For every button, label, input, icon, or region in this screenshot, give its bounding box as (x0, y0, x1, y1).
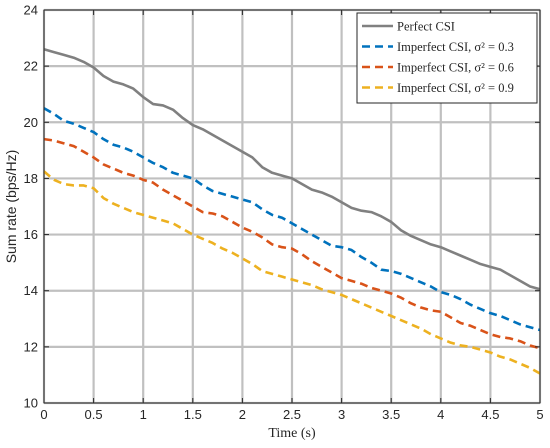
series-lines (43, 48, 541, 375)
series-line-4 (43, 170, 541, 375)
legend-label-1: Perfect CSI (397, 20, 455, 34)
legend-box (356, 12, 538, 104)
x-tick-label: 5 (536, 407, 543, 422)
y-tick-label: 14 (24, 283, 38, 298)
legend-label-3: Imperfect CSI, σ² = 0.6 (397, 61, 514, 75)
y-tick-label: 12 (24, 339, 38, 354)
series-line-2 (43, 107, 541, 332)
x-tick-label: 1.5 (184, 407, 202, 422)
axis-ticks: 0 0.5 1 1.5 2 2.5 3 3.5 4 4.5 5 10 12 14 16 18 20 22 24 (24, 3, 544, 423)
series-line-3 (43, 137, 541, 350)
legend-label-2: Imperfect CSI, σ² = 0.3 (397, 40, 514, 54)
y-tick-label: 16 (24, 227, 38, 242)
x-axis-label: Time (s) (268, 426, 316, 441)
y-tick-label: 24 (24, 3, 38, 18)
x-tick-label: 2 (239, 407, 246, 422)
x-tick-label: 4 (437, 407, 444, 422)
x-tick-label: 4.5 (481, 407, 499, 422)
y-axis-label: Sum rate (bps/Hz) (3, 150, 19, 264)
x-tick-label: 3.5 (382, 407, 400, 422)
y-tick-label: 10 (24, 396, 38, 411)
legend-label-4: Imperfect CSI, σ² = 0.9 (397, 81, 514, 95)
x-tick-label: 3 (338, 407, 345, 422)
x-tick-label: 1 (140, 407, 147, 422)
y-tick-label: 18 (24, 171, 38, 186)
series-line-1 (43, 48, 541, 291)
y-tick-label: 20 (24, 115, 38, 130)
y-tick-label: 22 (24, 59, 38, 74)
x-tick-label: 2.5 (283, 407, 301, 422)
legend: Perfect CSI Imperfect CSI, σ² = 0.3 Imperf… (356, 12, 538, 104)
x-tick-label: 0 (40, 407, 47, 422)
x-tick-label: 0.5 (85, 407, 103, 422)
